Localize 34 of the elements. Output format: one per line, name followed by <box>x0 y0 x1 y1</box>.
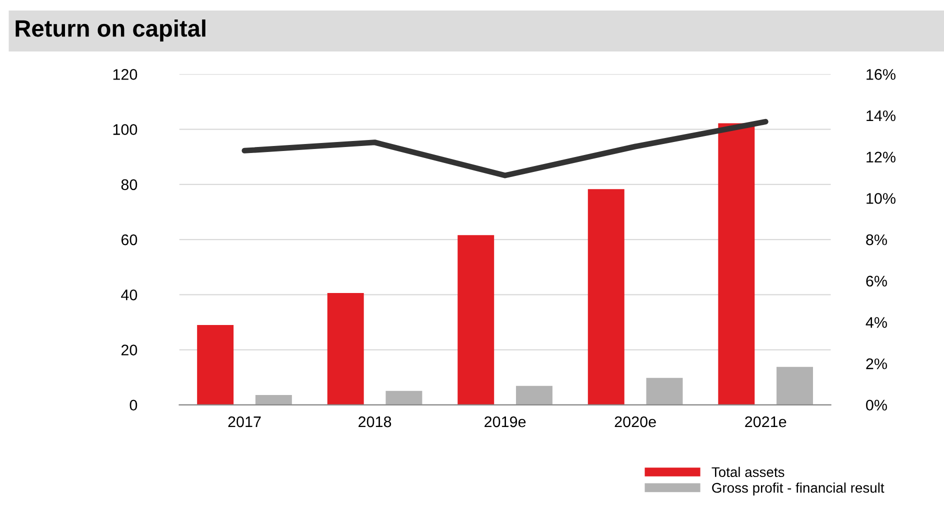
y2-tick-label: 10% <box>866 193 896 204</box>
y-tick-label: 20 <box>121 344 138 356</box>
bar <box>718 123 755 405</box>
bar <box>197 324 234 405</box>
y-tick-label: 120 <box>113 69 138 80</box>
y-tick-label: 80 <box>121 179 138 190</box>
y-tick-label: 40 <box>121 290 138 300</box>
bar <box>327 292 364 405</box>
legend-label: Total assets <box>712 466 784 478</box>
legend-label: Gross profit - financial result <box>712 482 884 496</box>
x-tick-label: 2017 <box>228 416 261 428</box>
y-tick-label: 60 <box>121 234 138 246</box>
y2-tick-label: 16% <box>866 69 896 80</box>
chart-title: Return on capital <box>16 19 206 42</box>
x-tick-label: 2020e <box>614 416 656 428</box>
x-tick-label: 2019e <box>484 416 526 428</box>
y2-tick-label: 4% <box>866 317 887 328</box>
y-tick-label: 0 <box>130 400 138 411</box>
y2-tick-label: 0% <box>866 400 887 411</box>
bar <box>646 378 683 405</box>
bar <box>588 189 624 405</box>
y2-tick-label: 6% <box>866 276 887 287</box>
bar <box>776 366 814 405</box>
y2-tick-label: 8% <box>866 234 887 246</box>
y-tick-label: 100 <box>113 124 138 135</box>
bar <box>516 386 552 405</box>
bar <box>386 390 422 405</box>
bar <box>255 394 292 405</box>
bar <box>458 235 494 405</box>
x-tick-label: 2018 <box>358 416 392 428</box>
y2-tick-label: 12% <box>866 152 896 162</box>
x-tick-label: 2021e <box>745 416 786 428</box>
y2-tick-label: 2% <box>866 358 887 370</box>
y2-tick-label: 14% <box>866 110 896 122</box>
